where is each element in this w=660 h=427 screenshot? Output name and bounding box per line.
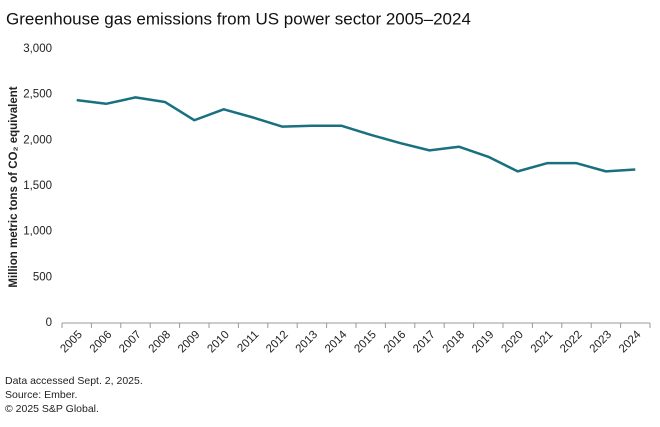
x-tick-label: 2017	[411, 329, 438, 356]
y-tick-label: 2,500	[23, 89, 52, 101]
x-tick-label: 2019	[470, 329, 497, 356]
x-tick-label: 2022	[558, 329, 585, 356]
x-tick-label: 2009	[176, 329, 203, 356]
x-tick-label: 2015	[352, 329, 379, 356]
x-tick-label: 2018	[441, 329, 468, 356]
x-tick-label: 2024	[617, 328, 644, 355]
y-tick-label: 500	[33, 271, 52, 283]
x-tick-label: 2012	[264, 329, 291, 356]
x-tick-label: 2010	[205, 329, 232, 356]
y-tick-label: 2,000	[23, 134, 52, 146]
x-tick-label: 2008	[147, 329, 174, 356]
y-tick-label: 1,000	[23, 226, 52, 238]
y-axis-title: Million metric tons of CO₂ equivalent	[8, 86, 20, 287]
x-tick-label: 2013	[294, 329, 321, 356]
x-tick-label: 2021	[529, 329, 556, 356]
x-tick-label: 2016	[382, 329, 409, 356]
chart-title: Greenhouse gas emissions from US power s…	[6, 9, 471, 28]
line	[76, 96, 636, 173]
x-tick-label: 2005	[58, 329, 85, 356]
x-tick-label: 2011	[235, 329, 261, 355]
x-tick-label: 2006	[88, 329, 115, 356]
y-tick-label: 3,000	[23, 43, 52, 55]
footnote: Data accessed Sept. 2, 2025.	[5, 375, 143, 387]
y-tick-label: 1,500	[23, 180, 52, 192]
y-tick-label: 0	[46, 317, 52, 329]
x-tick-label: 2014	[323, 328, 350, 355]
footnote: © 2025 S&P Global.	[5, 403, 99, 415]
x-tick-label: 2023	[588, 329, 615, 356]
x-tick-label: 2007	[117, 329, 144, 356]
x-tick-label: 2020	[499, 329, 526, 356]
footnote: Source: Ember.	[5, 389, 77, 401]
